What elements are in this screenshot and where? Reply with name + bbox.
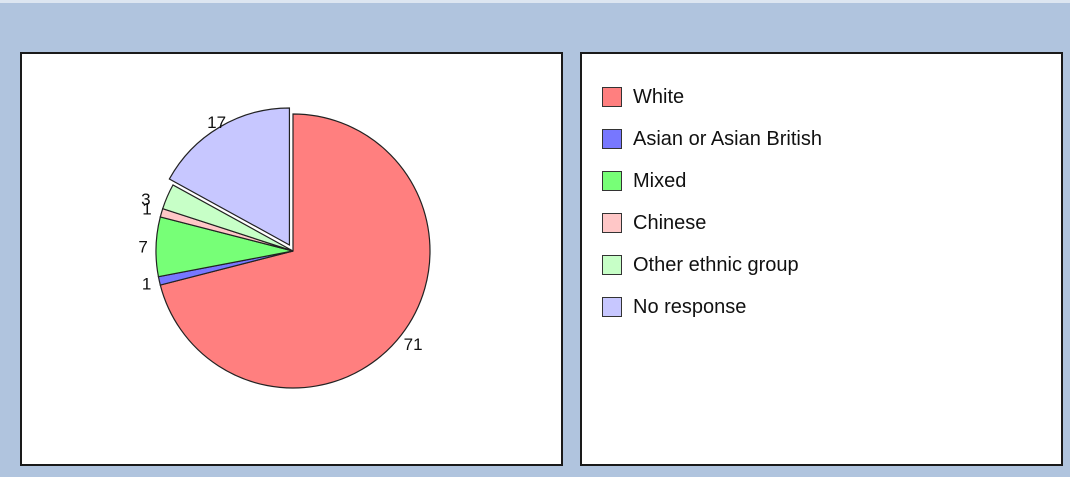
slice-value-label: 17 bbox=[207, 113, 226, 132]
pie-slice-no-response bbox=[168, 107, 291, 246]
legend-label: Mixed bbox=[633, 169, 687, 192]
legend-item: Mixed bbox=[602, 160, 822, 202]
legend-item: Asian or Asian British bbox=[602, 118, 822, 160]
legend-panel: White Asian or Asian British Mixed Chinese O… bbox=[580, 52, 1063, 466]
legend-swatch bbox=[602, 129, 622, 149]
window-top-strip bbox=[0, 0, 1070, 3]
pie-slice-white bbox=[159, 113, 431, 389]
pie-chart-panel: 71 1 7 1 3 17 bbox=[20, 52, 563, 466]
legend-swatch bbox=[602, 213, 622, 233]
legend-label: No response bbox=[633, 295, 747, 318]
legend-swatch bbox=[602, 87, 622, 107]
legend-swatch bbox=[602, 171, 622, 191]
legend-label: Asian or Asian British bbox=[633, 127, 822, 150]
legend-swatch bbox=[602, 297, 622, 317]
legend-item: Chinese bbox=[602, 202, 822, 244]
pie-slice-other-ethnic-group bbox=[161, 184, 294, 252]
legend-label: Other ethnic group bbox=[633, 253, 799, 276]
legend-label: White bbox=[633, 85, 685, 108]
legend-item: No response bbox=[602, 286, 822, 328]
slice-value-label: 3 bbox=[141, 190, 150, 209]
slice-value-label: 1 bbox=[142, 200, 151, 219]
legend-item: Other ethnic group bbox=[602, 244, 822, 286]
slice-value-label: 7 bbox=[138, 237, 147, 256]
slice-value-label: 71 bbox=[404, 335, 423, 354]
legend-label: Chinese bbox=[633, 211, 707, 234]
legend: White Asian or Asian British Mixed Chinese O… bbox=[602, 76, 822, 328]
legend-item: White bbox=[602, 76, 822, 118]
slice-value-label: 1 bbox=[142, 275, 151, 294]
legend-swatch bbox=[602, 255, 622, 275]
